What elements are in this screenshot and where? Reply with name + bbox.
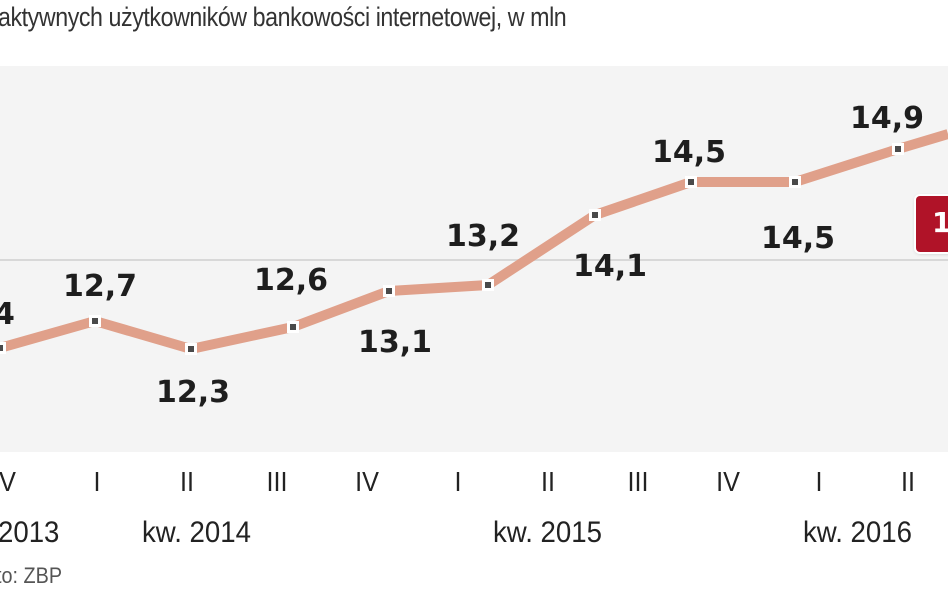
x-tick-quarter: III: [627, 466, 649, 497]
highlight-badge: 1: [916, 196, 948, 252]
x-tick-quarter: II: [179, 466, 195, 497]
value-label: 14,1: [573, 249, 647, 284]
x-tick-quarter: I: [93, 466, 101, 497]
x-tick-quarter: IV: [355, 466, 379, 497]
value-label: 13,1: [358, 325, 432, 360]
x-tick-quarter: I: [815, 466, 823, 497]
value-label: 4: [0, 297, 15, 332]
x-tick-quarter: IV: [716, 466, 740, 497]
value-label: 14,5: [761, 221, 835, 256]
plot-area: 4 12,7 12,3 12,6 13,1 13,2 14,1 14,5 14,…: [0, 66, 948, 452]
x-year-label: kw. 2015: [493, 516, 602, 549]
value-label: 12,3: [156, 375, 230, 410]
x-year-label: 2013: [0, 516, 60, 549]
value-label: 12,6: [254, 263, 328, 298]
x-year-label: kw. 2014: [142, 516, 251, 549]
x-tick-quarter: I: [454, 466, 462, 497]
line-chart: 4 12,7 12,3 12,6 13,1 13,2 14,1 14,5 14,…: [0, 101, 948, 410]
x-tick-quarter: IV: [0, 466, 16, 497]
data-markers: [0, 143, 904, 355]
value-label: 14,9: [850, 101, 924, 136]
source-note: to: ZBP: [0, 563, 63, 588]
chart-title: aktywnych użytkowników bankowości intern…: [0, 2, 567, 32]
value-label: 13,2: [446, 219, 520, 254]
badge-text: 1: [932, 206, 948, 239]
value-label: 12,7: [63, 269, 137, 304]
value-label: 14,5: [652, 135, 726, 170]
x-tick-quarter: III: [266, 466, 288, 497]
x-year-label: kw. 2016: [803, 516, 912, 549]
x-tick-quarter: II: [540, 466, 556, 497]
x-tick-quarter: II: [900, 466, 916, 497]
